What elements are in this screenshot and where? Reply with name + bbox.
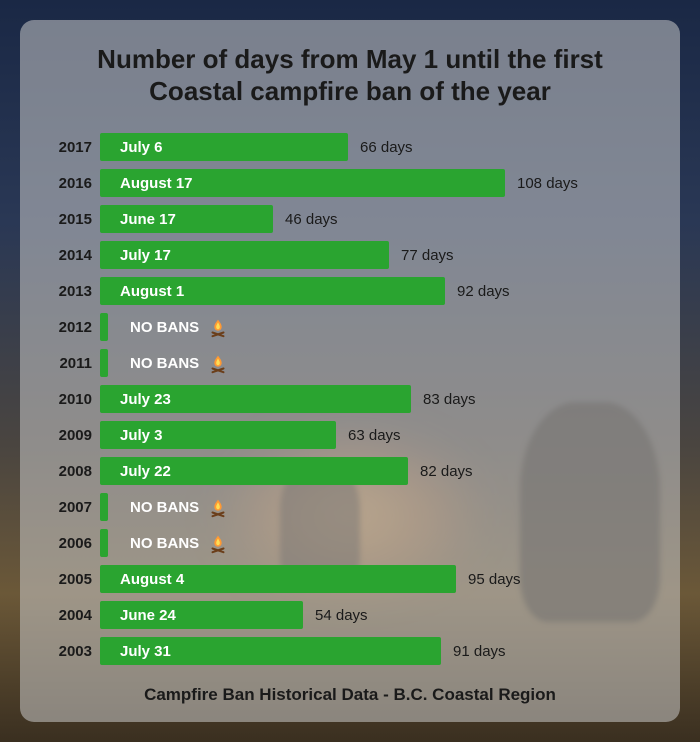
- year-label: 2015: [48, 211, 100, 228]
- bar-date-label: July 6: [120, 139, 163, 156]
- no-bans-text: NO BANS: [130, 355, 199, 372]
- campfire-icon: [207, 532, 229, 554]
- year-label: 2017: [48, 139, 100, 156]
- bar-date-label: July 31: [120, 643, 171, 660]
- bar-area: June 24 54 days: [100, 601, 652, 629]
- bar-date-label: August 17: [120, 175, 193, 192]
- chart-row: 2008 July 22 82 days: [48, 453, 652, 489]
- days-label: 63 days: [348, 427, 401, 444]
- no-bans-label: NO BANS: [130, 532, 229, 554]
- days-label: 91 days: [453, 643, 506, 660]
- year-label: 2008: [48, 463, 100, 480]
- campfire-icon: [207, 316, 229, 338]
- chart-panel: Number of days from May 1 until the firs…: [20, 20, 680, 722]
- year-label: 2014: [48, 247, 100, 264]
- bar: August 17: [100, 169, 505, 197]
- bar-area: NO BANS: [100, 313, 652, 341]
- year-label: 2010: [48, 391, 100, 408]
- bar-date-label: June 24: [120, 607, 176, 624]
- bar-area: July 3 63 days: [100, 421, 652, 449]
- chart-row: 2006 NO BANS: [48, 525, 652, 561]
- days-label: 66 days: [360, 139, 413, 156]
- no-bans-label: NO BANS: [130, 352, 229, 374]
- year-label: 2011: [48, 355, 100, 372]
- year-label: 2004: [48, 607, 100, 624]
- bar: June 17: [100, 205, 273, 233]
- bar: June 24: [100, 601, 303, 629]
- bar-area: June 17 46 days: [100, 205, 652, 233]
- chart-row: 2011 NO BANS: [48, 345, 652, 381]
- bar: August 1: [100, 277, 445, 305]
- year-label: 2003: [48, 643, 100, 660]
- year-label: 2016: [48, 175, 100, 192]
- chart-row: 2015 June 17 46 days: [48, 201, 652, 237]
- days-label: 77 days: [401, 247, 454, 264]
- bar-area: NO BANS: [100, 529, 652, 557]
- chart-title: Number of days from May 1 until the firs…: [48, 44, 652, 107]
- no-bans-text: NO BANS: [130, 499, 199, 516]
- campfire-icon: [207, 496, 229, 518]
- chart-row: 2010 July 23 83 days: [48, 381, 652, 417]
- bar-date-label: July 17: [120, 247, 171, 264]
- chart-row: 2003 July 31 91 days: [48, 633, 652, 669]
- chart-row: 2005 August 4 95 days: [48, 561, 652, 597]
- chart-footer: Campfire Ban Historical Data - B.C. Coas…: [48, 685, 652, 705]
- bar-area: NO BANS: [100, 493, 652, 521]
- chart-row: 2004 June 24 54 days: [48, 597, 652, 633]
- year-label: 2012: [48, 319, 100, 336]
- chart-row: 2013 August 1 92 days: [48, 273, 652, 309]
- bar: August 4: [100, 565, 456, 593]
- no-bans-label: NO BANS: [130, 316, 229, 338]
- bar-area: July 17 77 days: [100, 241, 652, 269]
- bar: July 3: [100, 421, 336, 449]
- days-label: 95 days: [468, 571, 521, 588]
- chart-row: 2012 NO BANS: [48, 309, 652, 345]
- year-label: 2013: [48, 283, 100, 300]
- days-label: 108 days: [517, 175, 578, 192]
- year-label: 2009: [48, 427, 100, 444]
- bar-date-label: August 4: [120, 571, 184, 588]
- bar-area: July 6 66 days: [100, 133, 652, 161]
- no-bans-text: NO BANS: [130, 535, 199, 552]
- bar: July 22: [100, 457, 408, 485]
- bar: July 6: [100, 133, 348, 161]
- chart-row: 2014 July 17 77 days: [48, 237, 652, 273]
- bar-date-label: June 17: [120, 211, 176, 228]
- bar: [100, 349, 108, 377]
- no-bans-text: NO BANS: [130, 319, 199, 336]
- bar-area: July 23 83 days: [100, 385, 652, 413]
- days-label: 83 days: [423, 391, 476, 408]
- bar: [100, 313, 108, 341]
- chart-row: 2007 NO BANS: [48, 489, 652, 525]
- bar: July 23: [100, 385, 411, 413]
- bar-area: NO BANS: [100, 349, 652, 377]
- bar: July 31: [100, 637, 441, 665]
- days-label: 46 days: [285, 211, 338, 228]
- bar-date-label: July 22: [120, 463, 171, 480]
- bar: July 17: [100, 241, 389, 269]
- chart-row: 2017 July 6 66 days: [48, 129, 652, 165]
- days-label: 54 days: [315, 607, 368, 624]
- campfire-icon: [207, 352, 229, 374]
- chart-rows: 2017July 666 days2016August 17108 days20…: [48, 129, 652, 669]
- bar-date-label: July 3: [120, 427, 163, 444]
- days-label: 82 days: [420, 463, 473, 480]
- bar-area: July 31 91 days: [100, 637, 652, 665]
- bar-date-label: August 1: [120, 283, 184, 300]
- bar-area: August 1 92 days: [100, 277, 652, 305]
- chart-row: 2009 July 3 63 days: [48, 417, 652, 453]
- days-label: 92 days: [457, 283, 510, 300]
- year-label: 2006: [48, 535, 100, 552]
- bar-area: August 4 95 days: [100, 565, 652, 593]
- bar: [100, 529, 108, 557]
- bar-area: August 17 108 days: [100, 169, 652, 197]
- bar-area: July 22 82 days: [100, 457, 652, 485]
- bar: [100, 493, 108, 521]
- year-label: 2005: [48, 571, 100, 588]
- no-bans-label: NO BANS: [130, 496, 229, 518]
- bar-date-label: July 23: [120, 391, 171, 408]
- chart-row: 2016 August 17 108 days: [48, 165, 652, 201]
- year-label: 2007: [48, 499, 100, 516]
